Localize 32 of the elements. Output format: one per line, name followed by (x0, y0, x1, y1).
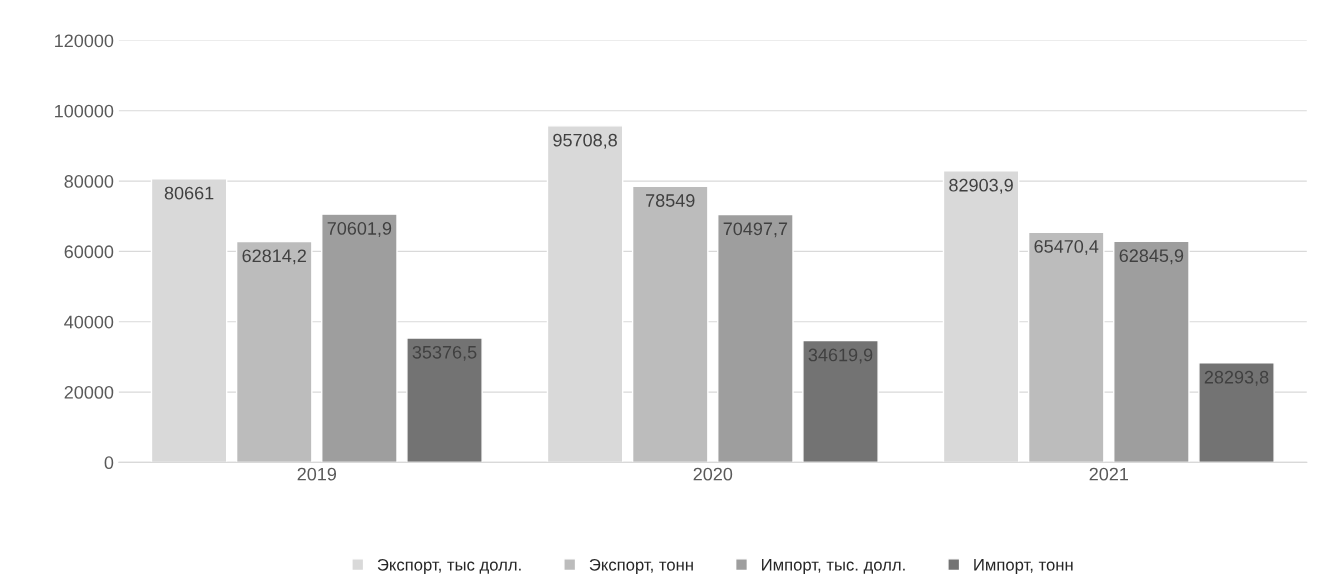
bar (717, 213, 794, 463)
x-tick-label: 2019 (297, 467, 337, 481)
data-label: 70601,9 (327, 222, 392, 237)
bar (235, 240, 313, 463)
y-tick-label: 120000 (55, 34, 114, 48)
y-tick-label: 0 (104, 456, 114, 470)
legend-label: Импорт, тонн (974, 559, 1073, 574)
x-tick-label: 2021 (1089, 467, 1128, 481)
data-label: 95708,8 (553, 133, 617, 149)
data-label: 62845,9 (1119, 249, 1184, 265)
bar (1027, 231, 1105, 463)
y-tick-label: 40000 (64, 315, 114, 329)
x-tick-label: 2020 (693, 467, 733, 481)
data-label: 70497,7 (723, 222, 788, 238)
bar (1198, 362, 1275, 463)
data-label: 80661 (164, 186, 214, 200)
bar (802, 339, 879, 463)
data-label: 62814,2 (242, 249, 306, 265)
legend-label: Импорт, тыс. долл. (762, 559, 905, 574)
y-tick-label: 60000 (64, 245, 114, 259)
y-tick-label: 100000 (55, 104, 114, 118)
bar (631, 185, 709, 463)
bar (1113, 240, 1190, 463)
legend-label: Экспорт, тонн (589, 558, 693, 574)
y-tick-label: 80000 (64, 175, 114, 188)
bar (406, 337, 483, 463)
bar (321, 213, 398, 463)
y-tick-label: 20000 (64, 386, 114, 399)
data-label: 65470,4 (1034, 240, 1099, 255)
data-label: 82903,9 (949, 178, 1013, 194)
data-label: 78549 (646, 194, 695, 207)
legend-label: Экспорт, тыс долл. (377, 558, 521, 574)
